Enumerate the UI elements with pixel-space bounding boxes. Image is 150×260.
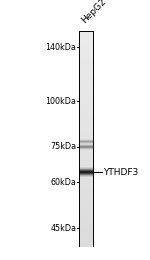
Text: 140kDa: 140kDa	[45, 43, 76, 52]
Text: YTHDF3: YTHDF3	[103, 168, 138, 177]
Text: 100kDa: 100kDa	[45, 96, 76, 106]
Text: 75kDa: 75kDa	[50, 142, 76, 151]
Text: HepG2: HepG2	[80, 0, 108, 25]
Text: 45kDa: 45kDa	[50, 224, 76, 233]
Text: 60kDa: 60kDa	[51, 178, 76, 187]
